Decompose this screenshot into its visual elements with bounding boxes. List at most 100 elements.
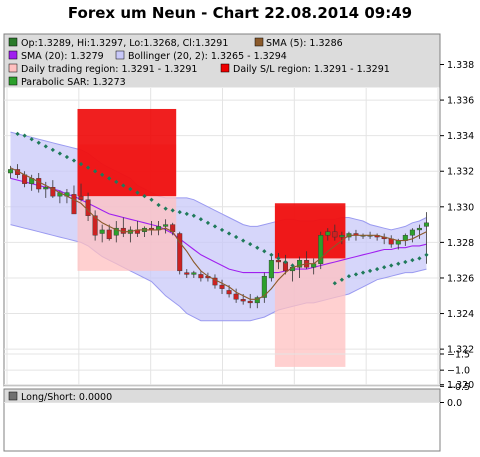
legend-swatch-sma20 [8,50,18,60]
indicator-y-tick-label: 0.0 [447,398,462,409]
indicator-y-tick-label: −1.5 [447,350,470,361]
sma5-line [10,167,427,300]
legend-swatch-bollinger [115,50,125,60]
sar-dot [332,281,337,286]
sar-dot [212,224,218,229]
y-tick-label: 1.338 [447,60,474,71]
sar-dot [64,154,70,160]
candle-body [8,169,14,174]
indicator-y-tick-label: −0.5 [447,382,470,393]
candle-body [261,275,267,298]
candle-body [163,224,169,227]
candle-body [311,263,317,268]
sar-dot [403,259,408,265]
sar-dot [29,137,34,142]
y-tick-label: 1.320 [447,380,474,391]
candle-body [184,272,190,275]
legend-swatch-sl-region [220,63,230,73]
candle-body [339,235,345,238]
candle-body [409,229,415,236]
sar-dot [234,234,239,240]
sar-dot [339,277,344,282]
candle-body [36,178,42,190]
legend: Op:1.3289, Hi:1.3297, Lo:1.3268, Cl:1.32… [8,37,390,88]
sar-dot [50,147,55,153]
candle-body [254,297,260,304]
sar-dot [424,252,429,257]
sar-dot [346,274,352,279]
candle-body [177,233,183,272]
candle-body [233,293,239,300]
indicator-legend-background [4,389,440,403]
candle-body [92,215,98,236]
legend-sl-region: Daily S/L region: 1.3291 - 1.3291 [233,64,390,75]
candle-body [332,231,338,238]
chart-title: Forex um Neun - Chart 22.08.2014 09:49 [67,4,413,22]
price-axis: 1.320 1.322 1.324 1.326 1.328 1.330 1.332 1.334… [440,60,474,391]
y-tick-label: 1.322 [447,345,474,356]
sar-dot [248,242,253,247]
sar-dot [396,261,401,266]
sar-dot [184,211,189,217]
sar-dot [57,151,62,156]
sar-dot [43,144,48,149]
legend-swatch-trading-region [8,63,18,73]
sar-dot [389,263,394,268]
y-tick-label: 1.328 [447,238,474,249]
candle-body [219,284,225,289]
sar-dot [177,210,182,215]
y-tick-label: 1.330 [447,202,474,213]
legend-background [4,34,440,88]
legend-swatch-ohlc [8,37,18,47]
sar-dot [156,202,161,208]
candle-body [85,199,91,216]
sar-dot [290,263,295,268]
legend-swatch-sar [8,76,18,86]
y-tick-label: 1.336 [447,96,474,107]
candle-body [416,227,422,231]
sar-dot [114,179,119,185]
sl-region [274,203,346,259]
candle-body [113,227,119,236]
indicator-axis: 0.0 −0.5 −1.0 −1.5 [440,350,470,409]
sar-dot [107,176,112,181]
candle-body [226,290,232,295]
sar-dot [121,183,126,188]
legend-swatch-sma5 [254,37,264,47]
sar-dot [93,169,98,174]
legend-sma5: SMA (5): 1.3286 [266,38,343,49]
candle-body [268,259,274,279]
sar-dot [205,220,211,225]
y-tick-label: 1.334 [447,131,474,142]
sar-dot [100,172,105,177]
indicator-y-tick-label: −1.0 [447,366,470,377]
sar-dot [262,249,267,254]
sar-dot [382,265,387,270]
y-tick-label: 1.324 [447,309,474,320]
sar-dot [360,270,366,275]
sar-dot [135,190,140,195]
sar-dot [142,194,147,199]
sar-dot [269,252,274,257]
sar-dot [128,186,133,192]
sar-dot [198,217,203,222]
candle-body [318,235,324,264]
candle-body [297,259,303,268]
legend-bollinger: Bollinger (20, 2): 1.3265 - 1.3294 [128,51,287,62]
candle-body [198,274,204,279]
candle-body [240,299,246,302]
sar-dot [191,213,196,218]
sar-dot [163,206,168,211]
sar-dot [78,161,84,167]
sar-dot [219,227,225,233]
sar-dot [226,231,232,236]
candle-body [106,229,112,240]
y-tick-label: 1.332 [447,167,474,178]
candle-body [325,231,331,236]
sar-dot [15,131,20,136]
sar-dot [375,266,380,272]
sar-dot [22,133,27,138]
sar-dot [417,256,422,261]
candle-body [423,222,429,227]
